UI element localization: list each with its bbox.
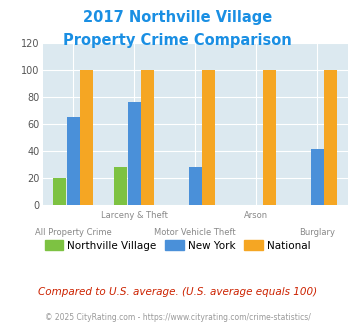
Text: All Property Crime: All Property Crime xyxy=(35,228,111,237)
Bar xyxy=(189,167,202,205)
Text: Larceny & Theft: Larceny & Theft xyxy=(101,211,168,220)
Bar xyxy=(324,70,337,205)
Text: © 2025 CityRating.com - https://www.cityrating.com/crime-statistics/: © 2025 CityRating.com - https://www.city… xyxy=(45,314,310,322)
Bar xyxy=(80,70,93,205)
Text: Arson: Arson xyxy=(244,211,268,220)
Text: Compared to U.S. average. (U.S. average equals 100): Compared to U.S. average. (U.S. average … xyxy=(38,287,317,297)
Text: Burglary: Burglary xyxy=(299,228,335,237)
Bar xyxy=(128,102,141,205)
Text: Motor Vehicle Theft: Motor Vehicle Theft xyxy=(154,228,236,237)
Bar xyxy=(53,178,66,205)
Bar xyxy=(141,70,154,205)
Text: 2017 Northville Village: 2017 Northville Village xyxy=(83,10,272,25)
Legend: Northville Village, New York, National: Northville Village, New York, National xyxy=(40,236,315,255)
Bar xyxy=(202,70,215,205)
Bar xyxy=(114,167,127,205)
Text: Property Crime Comparison: Property Crime Comparison xyxy=(63,33,292,48)
Bar xyxy=(311,149,324,205)
Bar xyxy=(263,70,276,205)
Bar xyxy=(67,117,80,205)
